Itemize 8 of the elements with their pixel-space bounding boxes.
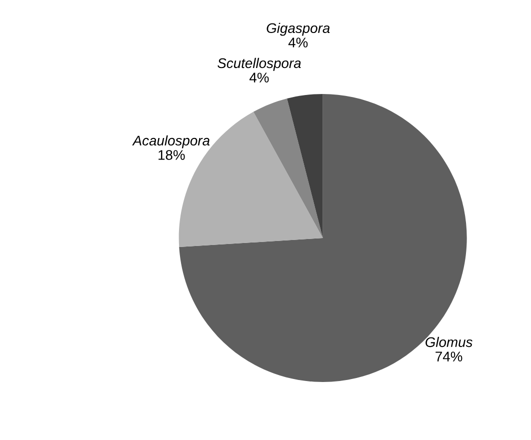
slice-label: Scutellospora: [218, 58, 301, 71]
data-label: 74%: [436, 352, 462, 362]
data-label: 4%: [250, 72, 269, 82]
slice-label: Gigaspora: [266, 22, 330, 36]
slice-label: Glomus: [426, 336, 472, 348]
data-label: 4%: [288, 38, 308, 48]
slice-label: Acaulospora: [132, 135, 210, 148]
data-label: 18%: [158, 150, 185, 160]
